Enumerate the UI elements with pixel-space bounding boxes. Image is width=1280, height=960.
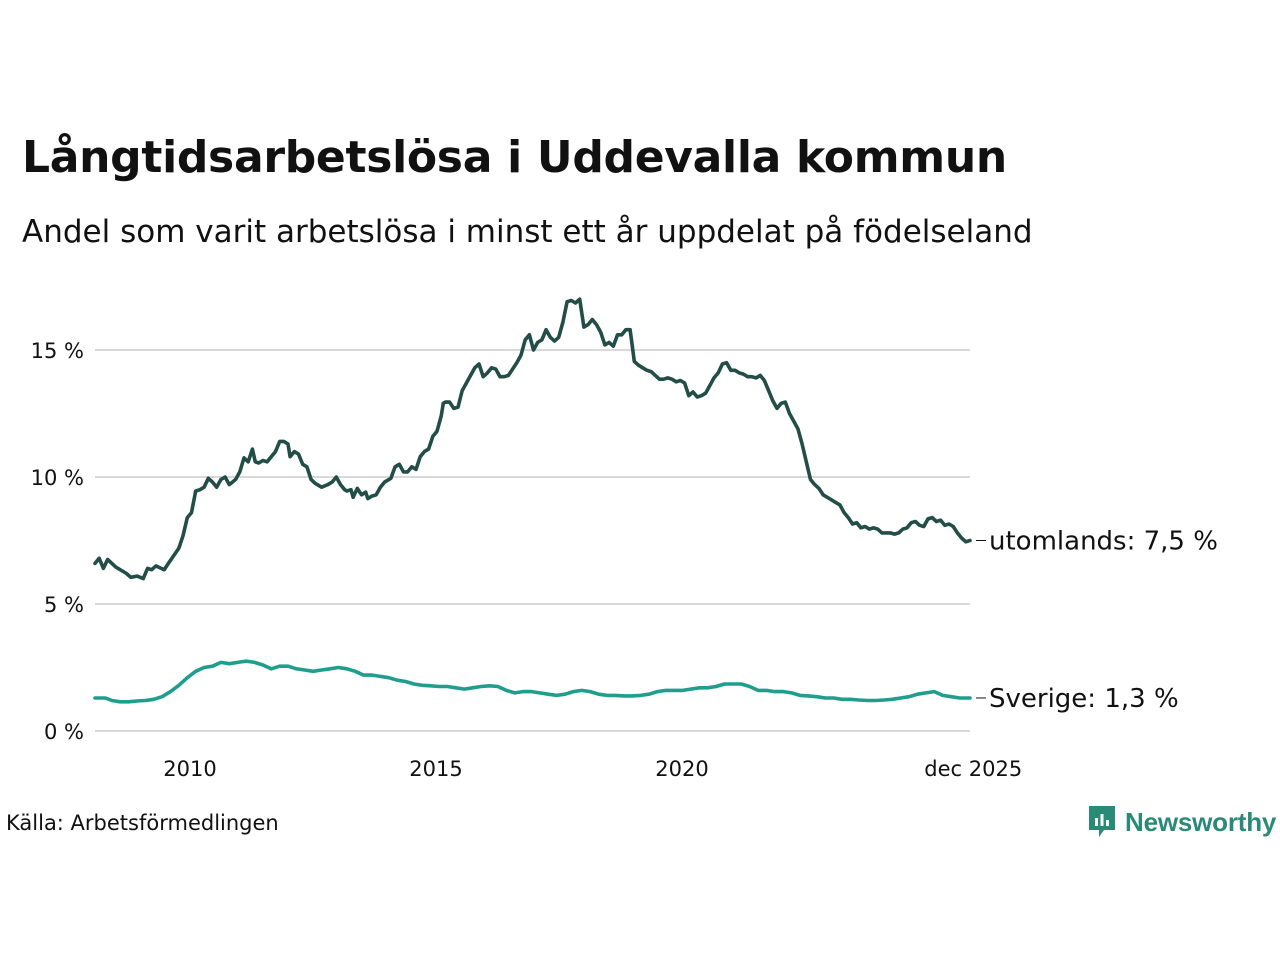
x-tick-label: 2020 — [655, 757, 708, 781]
x-axis-ticks: 2010 2015 2020 dec 2025 — [163, 757, 1022, 781]
series-end-labels: utomlands: 7,5 % Sverige: 1,3 % — [976, 527, 1218, 714]
x-tick-label: 2015 — [409, 757, 462, 781]
series-line-utomlands — [93, 297, 972, 581]
end-label-utomlands: utomlands: 7,5 % — [989, 527, 1218, 557]
newsworthy-logo-icon — [1089, 806, 1115, 837]
gridlines — [95, 349, 970, 732]
source-note: Källa: Arbetsförmedlingen — [6, 811, 279, 835]
end-label-sverige: Sverige: 1,3 % — [989, 684, 1179, 714]
chart-subtitle: Andel som varit arbetslösa i minst ett å… — [22, 214, 1033, 250]
y-tick-label: 15 % — [31, 339, 84, 363]
series-line-sverige — [93, 659, 972, 704]
x-tick-label: 2010 — [163, 757, 216, 781]
brand-name: Newsworthy — [1125, 806, 1277, 837]
series-lines — [93, 297, 972, 704]
y-axis-ticks: 0 % 5 % 10 % 15 % — [31, 339, 84, 744]
y-tick-label: 5 % — [44, 593, 84, 617]
y-tick-label: 10 % — [31, 466, 84, 490]
y-tick-label: 0 % — [44, 720, 84, 744]
x-tick-label: dec 2025 — [924, 757, 1022, 781]
brand-logo: Newsworthy — [1087, 804, 1276, 840]
chart-title: Långtidsarbetslösa i Uddevalla kommun — [22, 132, 1007, 183]
